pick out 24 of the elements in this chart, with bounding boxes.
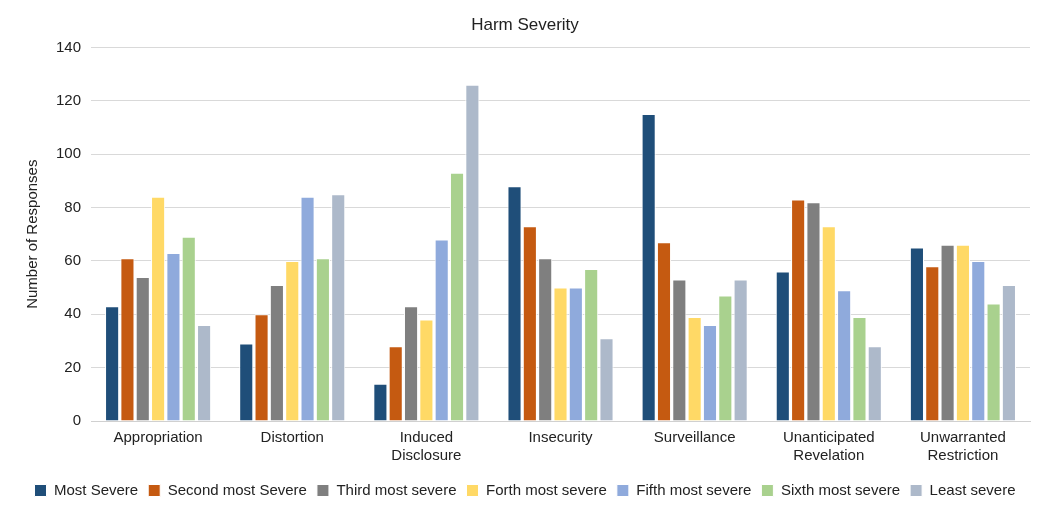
legend-label: Most Severe <box>54 480 139 498</box>
x-tick-label: Insecurity <box>528 428 594 446</box>
legend-label: Third most severe <box>336 480 457 498</box>
x-tick-label: Induced Disclosure <box>391 428 462 464</box>
legend-label: Forth most severe <box>485 480 607 498</box>
y-tick-label: 20 <box>64 357 82 375</box>
y-tick-label: 80 <box>64 197 82 215</box>
legend-label: Fifth most severe <box>636 480 752 498</box>
y-tick-label: 0 <box>72 411 82 429</box>
x-tick-label: Unwarranted Restriction <box>919 428 1006 464</box>
legend-label: Second most Severe <box>167 480 307 498</box>
y-tick-label: 140 <box>56 37 82 55</box>
x-tick-label: Distortion <box>260 428 324 446</box>
y-tick-label: 100 <box>56 144 82 162</box>
x-tick-label: Unanticipated Revelation <box>782 428 875 464</box>
y-tick-label: 120 <box>56 90 82 108</box>
legend-label: Least severe <box>929 480 1016 498</box>
y-tick-label: 60 <box>64 251 82 269</box>
x-tick-label: Appropriation <box>113 428 203 446</box>
legend-label: Sixth most severe <box>780 480 901 498</box>
chart-title: Harm Severity <box>471 14 580 34</box>
y-axis-title: Number of Responses <box>23 159 41 309</box>
x-tick-label: Surveillance <box>653 428 736 446</box>
y-tick-label: 40 <box>64 304 82 322</box>
